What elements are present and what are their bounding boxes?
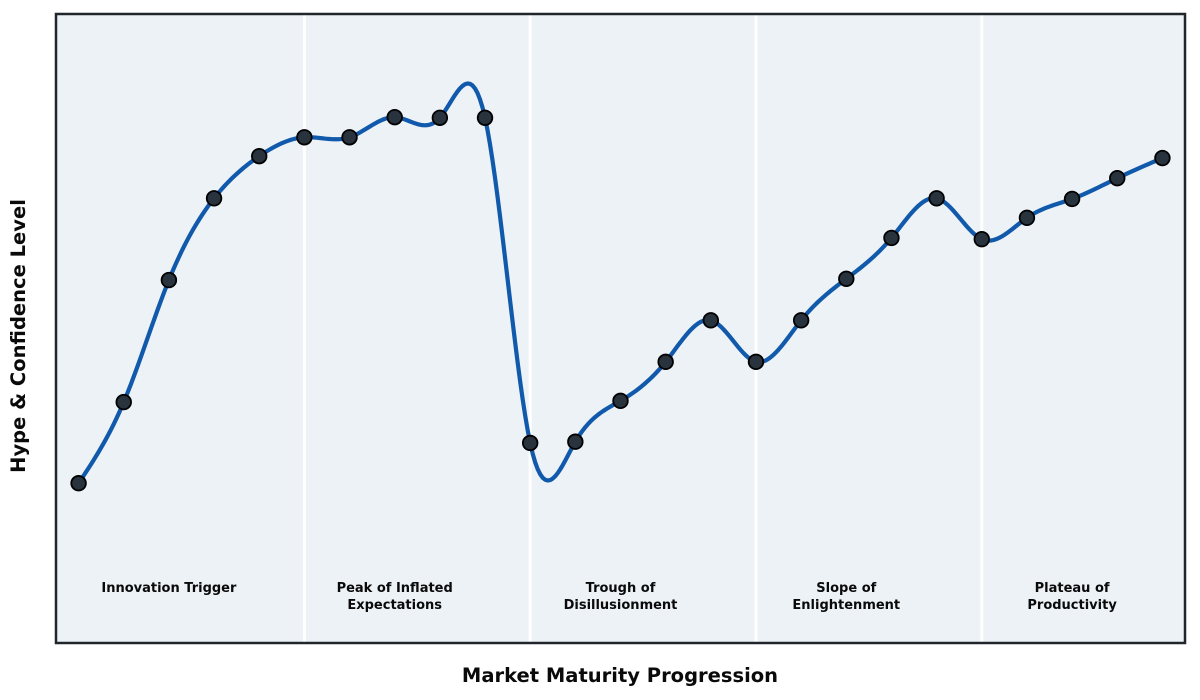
data-point (205, 190, 223, 207)
data-point (928, 190, 945, 207)
data-point (702, 312, 720, 329)
phase-label: Plateau of Productivity (1027, 581, 1117, 613)
data-points (70, 108, 1171, 492)
data-point (341, 129, 358, 146)
phase-labels: Innovation Trigger Peak of Inflated Expect… (101, 581, 1117, 613)
phase-band-separators (302, 14, 984, 643)
data-point (747, 353, 765, 371)
y-axis-label: Hype & Confidence Level (7, 199, 30, 473)
data-point (612, 392, 629, 410)
plot-background (56, 14, 1185, 643)
phase-label: Peak of Inflated Expectations (337, 581, 453, 613)
data-point (973, 230, 990, 248)
x-axis-label: Market Maturity Progression (462, 664, 778, 687)
data-point (476, 109, 494, 126)
data-point (657, 353, 674, 371)
data-point (70, 475, 87, 492)
data-point (1109, 169, 1126, 187)
phase-label: Innovation Trigger (101, 581, 237, 596)
data-point (251, 147, 268, 165)
phase-bands (56, 14, 1185, 643)
data-point (1018, 209, 1036, 227)
data-point (567, 433, 584, 450)
data-point (431, 109, 449, 126)
data-point (838, 270, 855, 288)
data-point (296, 129, 313, 146)
data-point (160, 271, 178, 289)
data-point (521, 434, 539, 452)
phase-label: Slope of Enlightenment (792, 581, 900, 613)
data-point (1154, 149, 1171, 167)
data-point (883, 229, 900, 247)
phase-label: Trough of Disillusionment (564, 581, 678, 613)
data-point (792, 312, 810, 329)
data-point (115, 393, 132, 411)
data-point (1063, 190, 1081, 208)
data-point (386, 108, 403, 126)
plot-frame (54, 12, 1187, 645)
